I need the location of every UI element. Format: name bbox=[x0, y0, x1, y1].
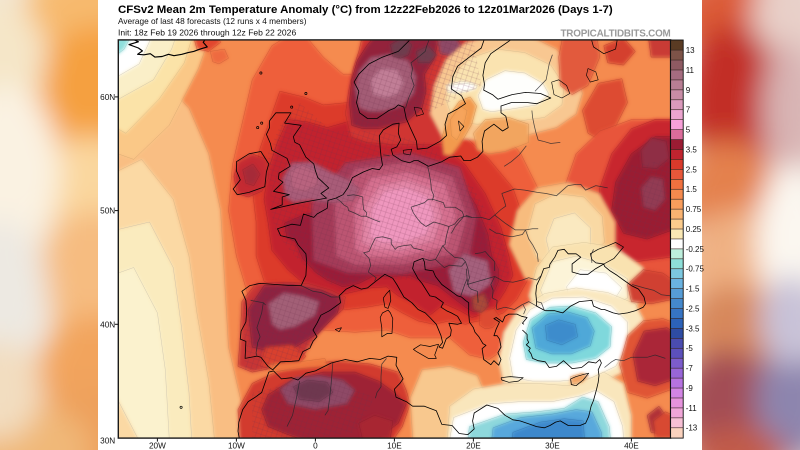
svg-text:-7: -7 bbox=[686, 364, 694, 373]
svg-text:9: 9 bbox=[686, 86, 691, 95]
svg-text:-11: -11 bbox=[686, 404, 698, 413]
svg-text:Average of last 48 forecasts (: Average of last 48 forecasts (12 runs x … bbox=[118, 16, 307, 26]
svg-text:50N: 50N bbox=[100, 207, 115, 216]
svg-text:0.25: 0.25 bbox=[686, 225, 702, 234]
svg-text:7: 7 bbox=[686, 106, 691, 115]
svg-text:2.5: 2.5 bbox=[686, 165, 698, 174]
svg-text:-2.5: -2.5 bbox=[686, 304, 700, 313]
svg-text:Init: 18z Feb 19 2026 through: Init: 18z Feb 19 2026 through 12z Feb 22… bbox=[118, 28, 296, 38]
svg-text:-0.25: -0.25 bbox=[686, 245, 705, 254]
svg-text:40E: 40E bbox=[624, 441, 639, 450]
svg-text:11: 11 bbox=[686, 66, 695, 75]
svg-text:0.75: 0.75 bbox=[686, 205, 702, 214]
svg-text:30N: 30N bbox=[100, 437, 115, 446]
svg-text:CFSv2 Mean 2m Temperature Anom: CFSv2 Mean 2m Temperature Anomaly (°C) f… bbox=[118, 4, 613, 16]
svg-text:5: 5 bbox=[686, 126, 691, 135]
svg-text:0: 0 bbox=[313, 441, 318, 450]
svg-text:10W: 10W bbox=[228, 441, 245, 450]
svg-text:3.5: 3.5 bbox=[686, 145, 698, 154]
svg-text:-9: -9 bbox=[686, 384, 694, 393]
svg-text:-13: -13 bbox=[686, 424, 698, 433]
svg-text:TROPICALTIDBITS.COM: TROPICALTIDBITS.COM bbox=[560, 28, 670, 39]
svg-text:-1.5: -1.5 bbox=[686, 285, 700, 294]
svg-text:20E: 20E bbox=[466, 441, 481, 450]
svg-text:1.5: 1.5 bbox=[686, 185, 698, 194]
svg-text:40N: 40N bbox=[100, 320, 115, 329]
svg-text:-3.5: -3.5 bbox=[686, 324, 700, 333]
svg-text:60N: 60N bbox=[100, 93, 115, 102]
svg-text:-0.75: -0.75 bbox=[686, 265, 705, 274]
svg-text:-5: -5 bbox=[686, 344, 694, 353]
svg-text:10E: 10E bbox=[387, 441, 402, 450]
svg-text:20W: 20W bbox=[149, 441, 166, 450]
svg-text:13: 13 bbox=[686, 46, 695, 55]
svg-text:30E: 30E bbox=[545, 441, 560, 450]
